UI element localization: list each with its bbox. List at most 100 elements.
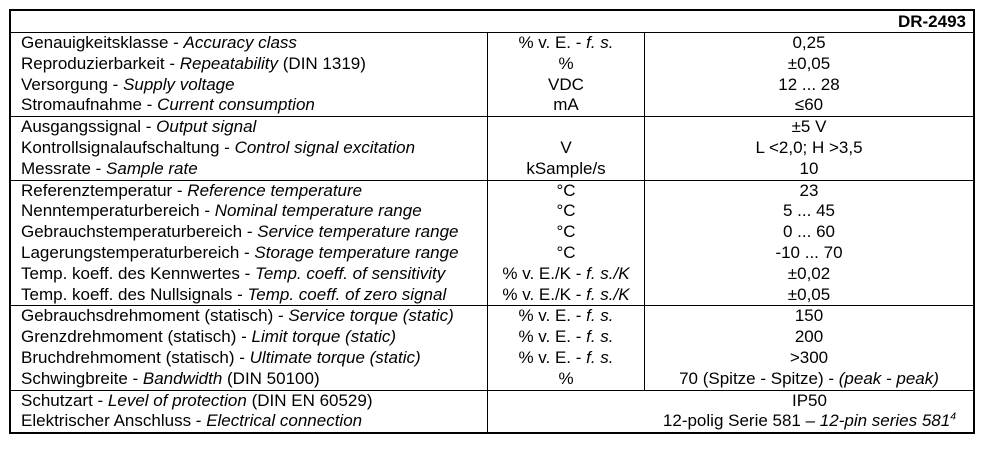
value-cell: 12-polig Serie 581 – 12-pin series 5814 [488, 411, 973, 432]
param-cell: Nenntemperaturbereich - Nominal temperat… [11, 201, 488, 223]
table-row: Versorgung - Supply voltage VDC 12 ... 2… [11, 74, 973, 96]
param-de: Kontrollsignalaufschaltung - [21, 137, 235, 157]
unit-cell: °C [488, 222, 645, 243]
param-cell: Ausgangssignal - Output signal [11, 117, 488, 138]
param-en: Control signal excitation [234, 137, 416, 157]
unit-cell: % [488, 368, 645, 390]
param-de: Schwingbreite - [21, 368, 143, 388]
value-cell: 23 [645, 181, 973, 202]
unit-text: % v. E./K - [502, 263, 587, 283]
unit-italic: f. s. [586, 327, 614, 347]
param-cell: Grenzdrehmoment (statisch) - Limit torqu… [11, 327, 488, 348]
table-row: Stromaufnahme - Current consumption mA ≤… [11, 95, 973, 117]
table-row: Schutzart - Level of protection (DIN EN … [11, 390, 973, 412]
value-cell: L <2,0; H >3,5 [645, 138, 973, 159]
param-de: Schutzart - [21, 390, 108, 410]
value-text: L <2,0; H >3,5 [755, 137, 863, 157]
unit-italic: f. s./K [586, 263, 630, 283]
unit-text: °C [556, 201, 576, 221]
param-cell: Temp. koeff. des Kennwertes - Temp. coef… [11, 263, 488, 285]
table-row: Temp. koeff. des Kennwertes - Temp. coef… [11, 263, 973, 285]
unit-cell: °C [488, 201, 645, 223]
param-de: Referenztemperatur - [21, 180, 188, 200]
unit-cell: V [488, 137, 645, 159]
param-suffix: (DIN 50100) [222, 368, 320, 388]
param-cell: Schwingbreite - Bandwidth (DIN 50100) [11, 368, 488, 390]
value-italic: 12-pin series 581 [819, 411, 951, 431]
value-cell: -10 ... 70 [645, 243, 973, 264]
param-en: Nominal temperature range [214, 201, 422, 221]
param-de: Elektrischer Anschluss - [21, 411, 207, 431]
value-text: 12-polig Serie 581 – [662, 411, 820, 431]
param-de: Temp. koeff. des Nullsignals - [21, 284, 248, 304]
value-text: 150 [794, 306, 824, 326]
value-text: 0 ... 60 [783, 222, 835, 242]
param-de: Ausgangssignal - [21, 117, 157, 137]
unit-text: V [560, 137, 572, 157]
param-de: Versorgung - [21, 74, 124, 94]
value-text: >300 [789, 347, 829, 367]
param-de: Gebrauchstemperaturbereich - [21, 222, 258, 242]
param-en: Supply voltage [123, 74, 235, 94]
table-row: Temp. koeff. des Nullsignals - Temp. coe… [11, 284, 973, 306]
value-cell: ±0,05 [645, 285, 973, 306]
block-signal: Ausgangssignal - Output signal ±5 V Kont… [11, 117, 973, 181]
block-connection: Schutzart - Level of protection (DIN EN … [11, 390, 973, 433]
value-superscript: 4 [950, 411, 957, 423]
value-text: ±0,05 [787, 284, 831, 304]
param-en: Service torque (static) [288, 306, 454, 326]
value-text: ±0,05 [787, 53, 831, 73]
value-cell: ±5 V [645, 117, 973, 138]
table-row: Nenntemperaturbereich - Nominal temperat… [11, 201, 973, 223]
param-en: Level of protection [107, 390, 247, 410]
param-en: Current consumption [157, 95, 315, 115]
value-cell: 0 ... 60 [645, 222, 973, 243]
value-cell: >300 [645, 348, 973, 369]
value-text: -10 ... 70 [775, 242, 843, 262]
param-suffix: (DIN 1319) [278, 53, 366, 73]
table-row: Bruchdrehmoment (statisch) - Ultimate to… [11, 347, 973, 369]
table-row: Ausgangssignal - Output signal ±5 V [11, 117, 973, 138]
table-row: Gebrauchsdrehmoment (statisch) - Service… [11, 306, 973, 328]
param-cell: Versorgung - Supply voltage [11, 74, 488, 96]
param-cell: Bruchdrehmoment (statisch) - Ultimate to… [11, 347, 488, 369]
unit-cell: % [488, 53, 645, 75]
value-cell: 200 [645, 327, 973, 348]
unit-cell [488, 117, 645, 138]
unit-cell: kSample/s [488, 158, 645, 180]
param-cell: Referenztemperatur - Reference temperatu… [11, 180, 488, 202]
unit-text: % v. E. - [518, 327, 587, 347]
unit-italic: f. s./K [586, 284, 630, 304]
unit-cell: % v. E. - f. s. [488, 33, 645, 54]
value-text: ±0,02 [787, 263, 831, 283]
value-text: 10 [799, 158, 819, 178]
unit-cell: % v. E. - f. s. [488, 347, 645, 369]
spec-table: DR-2493 Genauigkeitsklasse - Accuracy cl… [9, 9, 975, 435]
param-en: Temp. coeff. of zero signal [247, 284, 447, 304]
param-en: Bandwidth [142, 368, 223, 388]
value-cell: 5 ... 45 [645, 201, 973, 222]
unit-italic: f. s. [586, 347, 614, 367]
value-text: 0,25 [792, 33, 826, 52]
param-cell: Reproduzierbarkeit - Repeatability (DIN … [11, 53, 488, 75]
value-text: IP50 [792, 390, 827, 410]
unit-cell: °C [488, 242, 645, 264]
unit-italic: f. s. [586, 33, 614, 52]
param-en: Output signal [156, 117, 257, 137]
model-number: DR-2493 [11, 11, 973, 33]
table-row: Gebrauchstemperaturbereich - Service tem… [11, 222, 973, 243]
unit-italic: f. s. [586, 306, 614, 326]
param-de: Temp. koeff. des Kennwertes - [21, 263, 256, 283]
param-en: Service temperature range [257, 222, 459, 242]
param-de: Stromaufnahme - [21, 95, 158, 115]
value-cell: 150 [645, 306, 973, 327]
param-en: Ultimate torque (static) [249, 347, 421, 367]
param-en: Limit torque (static) [251, 327, 397, 347]
value-text: 23 [799, 180, 819, 200]
param-de: Gebrauchsdrehmoment (statisch) - [21, 306, 289, 326]
value-cell: ±0,02 [645, 264, 973, 285]
unit-text: % [558, 368, 574, 388]
unit-text: % v. E./K - [502, 284, 587, 304]
block-temperature: Referenztemperatur - Reference temperatu… [11, 180, 973, 307]
value-text: 70 (Spitze - Spitze) - [679, 368, 839, 388]
